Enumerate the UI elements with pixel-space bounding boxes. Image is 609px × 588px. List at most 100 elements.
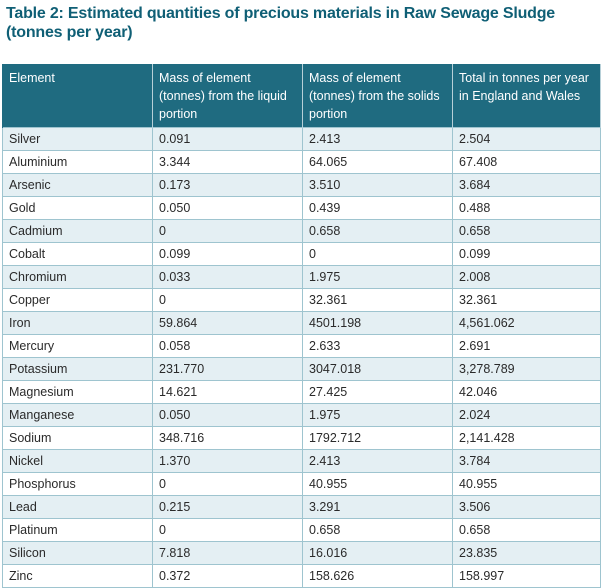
sludge-materials-table: Element Mass of element (tonnes) from th… (2, 64, 601, 588)
cell-solids-mass: 2.633 (302, 334, 453, 358)
cell-solids-mass: 1.975 (302, 403, 453, 427)
cell-element: Zinc (2, 564, 153, 588)
cell-total: 3,278.789 (452, 357, 601, 381)
cell-total: 3.784 (452, 449, 601, 473)
cell-element: Aluminium (2, 150, 153, 174)
table-row: Copper 0 32.361 32.361 (2, 288, 601, 312)
cell-solids-mass: 3047.018 (302, 357, 453, 381)
cell-total: 42.046 (452, 380, 601, 404)
table-row: Gold 0.050 0.439 0.488 (2, 196, 601, 220)
header-liquid-mass: Mass of element (tonnes) from the liquid… (152, 64, 303, 128)
header-total: Total in tonnes per year in England and … (452, 64, 601, 128)
cell-solids-mass: 0.439 (302, 196, 453, 220)
cell-element: Copper (2, 288, 153, 312)
cell-liquid-mass: 0.173 (152, 173, 303, 197)
cell-liquid-mass: 0 (152, 518, 303, 542)
table-row: Platinum 0 0.658 0.658 (2, 518, 601, 542)
cell-element: Silver (2, 127, 153, 151)
cell-element: Cobalt (2, 242, 153, 266)
cell-solids-mass: 40.955 (302, 472, 453, 496)
cell-total: 2,141.428 (452, 426, 601, 450)
cell-solids-mass: 3.510 (302, 173, 453, 197)
cell-element: Cadmium (2, 219, 153, 243)
cell-solids-mass: 16.016 (302, 541, 453, 565)
cell-liquid-mass: 0.372 (152, 564, 303, 588)
cell-solids-mass: 4501.198 (302, 311, 453, 335)
table-row: Nickel 1.370 2.413 3.784 (2, 449, 601, 473)
table-row: Potassium 231.770 3047.018 3,278.789 (2, 357, 601, 381)
cell-liquid-mass: 0.215 (152, 495, 303, 519)
cell-total: 2.024 (452, 403, 601, 427)
table-header: Element Mass of element (tonnes) from th… (2, 64, 601, 128)
table-row: Arsenic 0.173 3.510 3.684 (2, 173, 601, 197)
cell-liquid-mass: 231.770 (152, 357, 303, 381)
cell-total: 67.408 (452, 150, 601, 174)
table-row: Silicon 7.818 16.016 23.835 (2, 541, 601, 565)
table-row: Aluminium 3.344 64.065 67.408 (2, 150, 601, 174)
cell-liquid-mass: 0.050 (152, 196, 303, 220)
cell-solids-mass: 2.413 (302, 127, 453, 151)
cell-total: 32.361 (452, 288, 601, 312)
cell-total: 0.658 (452, 518, 601, 542)
cell-liquid-mass: 0 (152, 288, 303, 312)
cell-solids-mass: 0 (302, 242, 453, 266)
cell-element: Lead (2, 495, 153, 519)
cell-total: 158.997 (452, 564, 601, 588)
cell-total: 3.684 (452, 173, 601, 197)
cell-solids-mass: 1792.712 (302, 426, 453, 450)
cell-solids-mass: 1.975 (302, 265, 453, 289)
cell-element: Magnesium (2, 380, 153, 404)
table-body: Silver 0.091 2.413 2.504 Aluminium 3.344 64.06… (2, 127, 601, 588)
table-row: Lead 0.215 3.291 3.506 (2, 495, 601, 519)
table-row: Magnesium 14.621 27.425 42.046 (2, 380, 601, 404)
cell-total: 2.691 (452, 334, 601, 358)
table-row: Cadmium 0 0.658 0.658 (2, 219, 601, 243)
cell-total: 2.008 (452, 265, 601, 289)
cell-solids-mass: 0.658 (302, 219, 453, 243)
table-row: Manganese 0.050 1.975 2.024 (2, 403, 601, 427)
table-row: Zinc 0.372 158.626 158.997 (2, 564, 601, 588)
cell-solids-mass: 64.065 (302, 150, 453, 174)
cell-element: Nickel (2, 449, 153, 473)
table-row: Iron 59.864 4501.198 4,561.062 (2, 311, 601, 335)
cell-total: 0.658 (452, 219, 601, 243)
cell-total: 3.506 (452, 495, 601, 519)
cell-total: 2.504 (452, 127, 601, 151)
cell-element: Silicon (2, 541, 153, 565)
cell-element: Iron (2, 311, 153, 335)
cell-liquid-mass: 1.370 (152, 449, 303, 473)
cell-element: Gold (2, 196, 153, 220)
table-row: Mercury 0.058 2.633 2.691 (2, 334, 601, 358)
cell-element: Chromium (2, 265, 153, 289)
cell-liquid-mass: 348.716 (152, 426, 303, 450)
cell-element: Mercury (2, 334, 153, 358)
cell-liquid-mass: 0.033 (152, 265, 303, 289)
cell-liquid-mass: 7.818 (152, 541, 303, 565)
cell-solids-mass: 32.361 (302, 288, 453, 312)
cell-liquid-mass: 0.099 (152, 242, 303, 266)
cell-total: 4,561.062 (452, 311, 601, 335)
cell-element: Platinum (2, 518, 153, 542)
cell-solids-mass: 3.291 (302, 495, 453, 519)
cell-total: 23.835 (452, 541, 601, 565)
table-row: Sodium 348.716 1792.712 2,141.428 (2, 426, 601, 450)
cell-element: Arsenic (2, 173, 153, 197)
table-row: Silver 0.091 2.413 2.504 (2, 127, 601, 151)
cell-total: 40.955 (452, 472, 601, 496)
cell-element: Phosphorus (2, 472, 153, 496)
header-element: Element (2, 64, 153, 128)
table-title: Table 2: Estimated quantities of preciou… (6, 5, 556, 41)
table-row: Phosphorus 0 40.955 40.955 (2, 472, 601, 496)
cell-liquid-mass: 14.621 (152, 380, 303, 404)
table-row: Chromium 0.033 1.975 2.008 (2, 265, 601, 289)
cell-solids-mass: 0.658 (302, 518, 453, 542)
cell-solids-mass: 158.626 (302, 564, 453, 588)
table-row: Cobalt 0.099 0 0.099 (2, 242, 601, 266)
cell-liquid-mass: 0.058 (152, 334, 303, 358)
cell-liquid-mass: 0.091 (152, 127, 303, 151)
cell-solids-mass: 27.425 (302, 380, 453, 404)
cell-liquid-mass: 59.864 (152, 311, 303, 335)
cell-solids-mass: 2.413 (302, 449, 453, 473)
header-row: Element Mass of element (tonnes) from th… (2, 64, 601, 128)
